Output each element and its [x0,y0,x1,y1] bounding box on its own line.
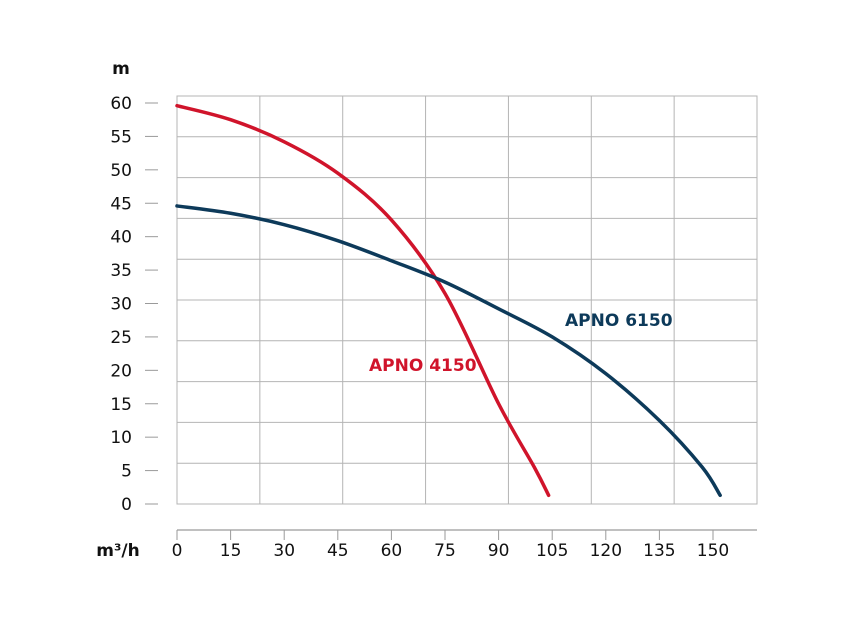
grid [176,95,758,505]
x-tick-label: 75 [434,541,456,561]
labels: APNO 4150 APNO 6150 [369,311,673,376]
y-tick-label: 20 [110,361,132,381]
y-tick-label: 60 [110,94,132,114]
y-tick-label: 10 [110,428,132,448]
series-label-apno-6150: APNO 6150 [565,311,673,331]
x-tick-label: 120 [590,541,622,561]
x-tick-label: 105 [536,541,568,561]
series-line-apno-6150 [175,204,722,498]
y-tick-label: 0 [121,495,132,515]
x-tick-label: 150 [697,541,729,561]
x-tick-label: 45 [327,541,349,561]
x-tick-label: 15 [220,541,242,561]
y-tick-label: 30 [110,295,132,315]
y-tick-label: 5 [121,462,132,482]
y-tick-label: 15 [110,395,132,415]
x-tick-label: 90 [488,541,510,561]
series-label-apno-4150: APNO 4150 [369,356,477,376]
series-lines [175,103,722,498]
y-tick-label: 50 [110,161,132,181]
y-tick-label: 40 [110,228,132,248]
x-axis-unit: m³/h [96,541,139,561]
y-tick-label: 35 [110,261,132,281]
x-tick-label: 30 [273,541,295,561]
x-tick-label: 60 [381,541,403,561]
x-tick-label: 135 [643,541,675,561]
series-line-apno-4150 [175,103,551,498]
y-tick-label: 25 [110,328,132,348]
x-tick-label: 0 [172,541,183,561]
y-tick-label: 45 [110,194,132,214]
y-tick-label: 55 [110,127,132,147]
y-axis-unit: m [112,59,130,79]
axes: 0 5 10 15 20 25 30 35 40 45 50 55 60 m 0 15 30 45 60 75 90 10… [96,59,757,561]
